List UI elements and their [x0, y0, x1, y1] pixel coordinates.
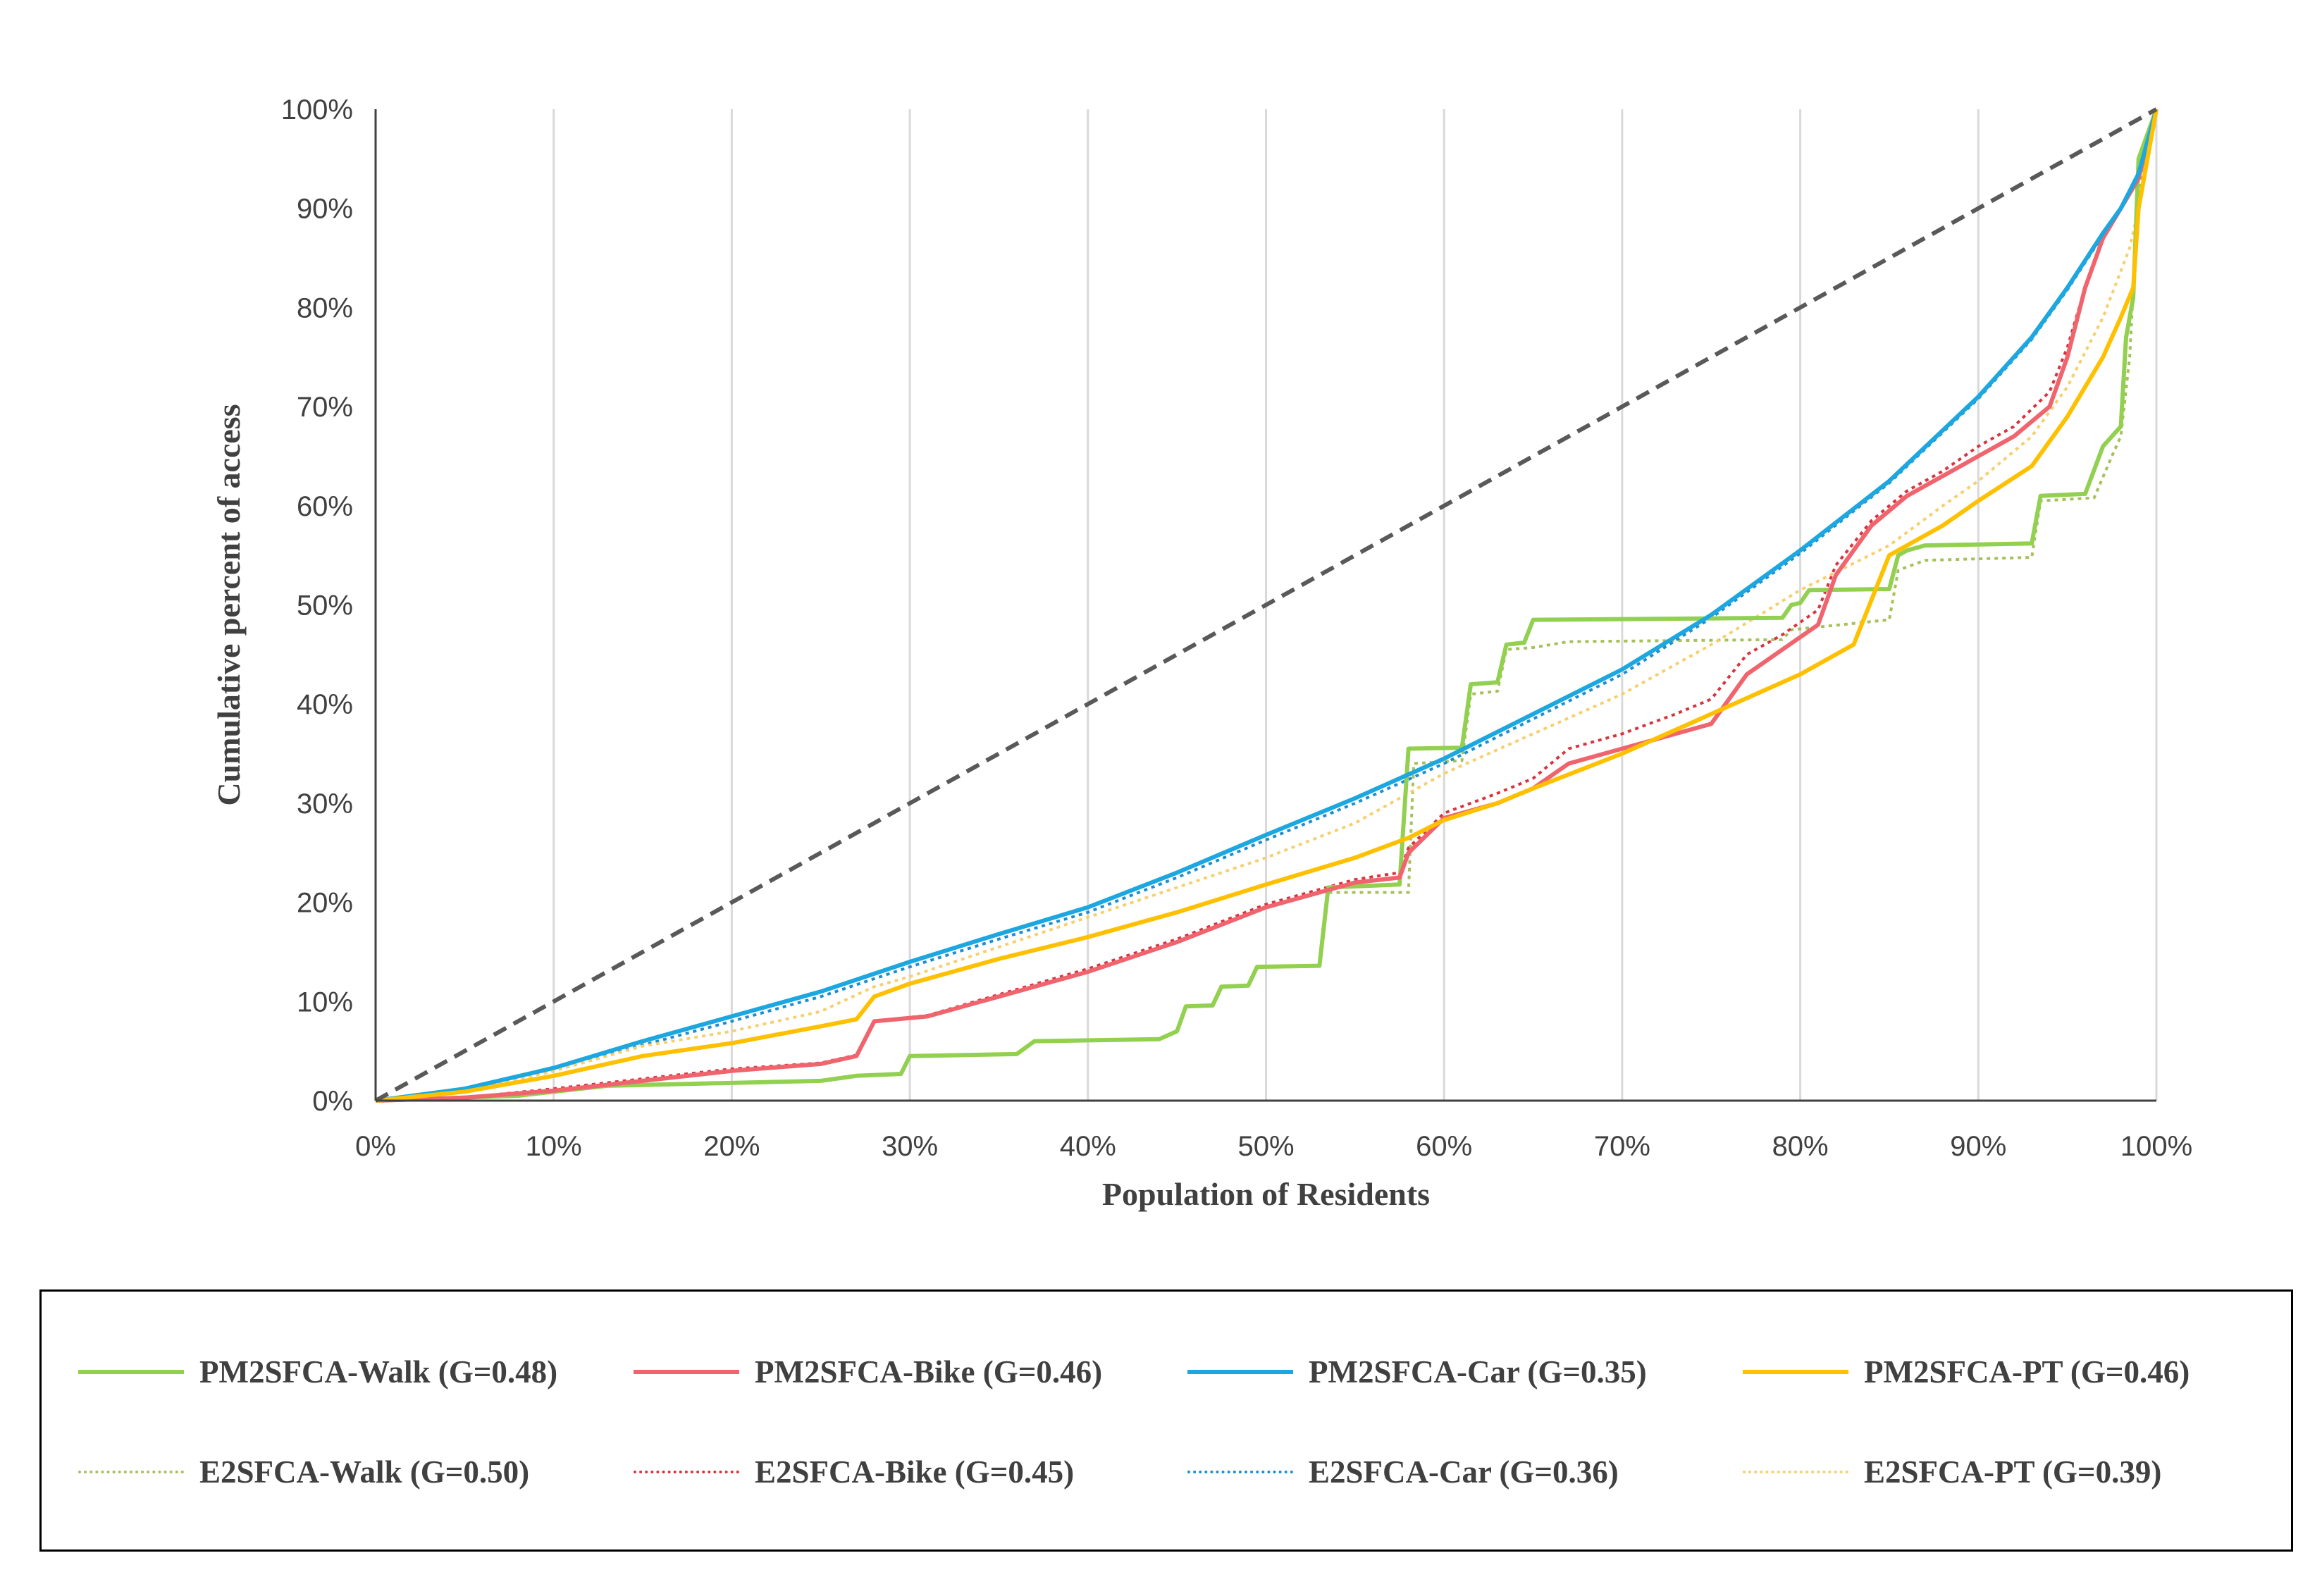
- equality-reference-line: [374, 107, 2158, 1103]
- legend-swatch-pm2sfca-walk: [78, 1370, 184, 1374]
- series-line-e2sfca-pt: [375, 109, 2158, 1102]
- x-tick-label: 50%: [1237, 1131, 1294, 1162]
- x-tick-label: 10%: [526, 1131, 582, 1162]
- legend-swatch-pm2sfca-pt: [1743, 1370, 1848, 1374]
- legend: PM2SFCA-Walk (G=0.48) PM2SFCA-Bike (G=0.…: [39, 1289, 2293, 1552]
- y-tick-label: 80%: [297, 292, 353, 323]
- y-tick-label: 10%: [297, 986, 353, 1017]
- x-tick-label: 60%: [1416, 1131, 1472, 1162]
- x-tick-label: 100%: [2120, 1131, 2192, 1162]
- legend-swatch-e2sfca-pt: [1743, 1471, 1848, 1473]
- legend-label: E2SFCA-PT (G=0.39): [1864, 1454, 2162, 1490]
- legend-label: PM2SFCA-Bike (G=0.46): [755, 1354, 1103, 1390]
- y-tick-labels: 0% 10% 20% 30% 40% 50% 60% 70% 80% 90% 100%: [281, 94, 353, 1117]
- legend-item-pm2sfca-bike: PM2SFCA-Bike (G=0.46): [634, 1351, 1102, 1393]
- series-line-pm2sfca-pt: [375, 109, 2159, 1103]
- series-line-e2sfca-bike: [375, 109, 2158, 1102]
- y-axis-title: Cumulative percent of access: [211, 404, 247, 805]
- y-tick-label: 90%: [297, 194, 353, 225]
- x-tick-label: 70%: [1594, 1131, 1650, 1162]
- legend-item-pm2sfca-car: PM2SFCA-Car (G=0.35): [1187, 1351, 1647, 1393]
- legend-swatch-pm2sfca-bike: [634, 1370, 739, 1374]
- gridlines: [552, 109, 2158, 1101]
- legend-label: E2SFCA-Car (G=0.36): [1309, 1454, 1619, 1490]
- y-tick-label: 60%: [297, 491, 353, 522]
- y-tick-label: 20%: [297, 888, 353, 919]
- legend-swatch-e2sfca-car: [1187, 1471, 1293, 1473]
- series-line-pm2sfca-car: [375, 109, 2159, 1103]
- x-tick-labels: 0% 10% 20% 30% 40% 50% 60% 70% 80% 90% 100%: [355, 1131, 2192, 1162]
- series-line-pm2sfca-bike: [375, 109, 2159, 1103]
- legend-item-pm2sfca-pt: PM2SFCA-PT (G=0.46): [1743, 1351, 2190, 1393]
- series-layer: [374, 107, 2159, 1103]
- legend-label: E2SFCA-Walk (G=0.50): [199, 1454, 530, 1490]
- legend-item-e2sfca-pt: E2SFCA-PT (G=0.39): [1743, 1451, 2161, 1493]
- x-tick-label: 0%: [355, 1131, 396, 1162]
- x-tick-label: 20%: [703, 1131, 760, 1162]
- legend-swatch-pm2sfca-car: [1187, 1370, 1293, 1374]
- y-tick-label: 50%: [297, 590, 353, 621]
- x-tick-label: 80%: [1772, 1131, 1829, 1162]
- series-line-pm2sfca-walk: [375, 108, 2159, 1103]
- legend-item-e2sfca-walk: E2SFCA-Walk (G=0.50): [78, 1451, 529, 1493]
- x-tick-label: 40%: [1060, 1131, 1116, 1162]
- y-tick-label: 100%: [281, 94, 353, 125]
- y-tick-label: 30%: [297, 788, 353, 819]
- y-tick-label: 40%: [297, 689, 353, 720]
- legend-item-pm2sfca-walk: PM2SFCA-Walk (G=0.48): [78, 1351, 557, 1393]
- legend-label: PM2SFCA-Walk (G=0.48): [199, 1354, 558, 1390]
- legend-swatch-e2sfca-bike: [634, 1471, 739, 1473]
- x-axis-title: Population of Residents: [1102, 1176, 1430, 1212]
- legend-swatch-e2sfca-walk: [78, 1471, 184, 1473]
- y-tick-label: 0%: [312, 1086, 353, 1117]
- legend-label: PM2SFCA-Car (G=0.35): [1309, 1354, 1647, 1390]
- lorenz-chart: 0% 10% 20% 30% 40% 50% 60% 70% 80% 90% 100% 0% 10% 2…: [211, 94, 2192, 1212]
- y-tick-label: 70%: [297, 392, 353, 423]
- legend-label: E2SFCA-Bike (G=0.45): [755, 1454, 1075, 1490]
- legend-item-e2sfca-bike: E2SFCA-Bike (G=0.45): [634, 1451, 1074, 1493]
- legend-label: PM2SFCA-PT (G=0.46): [1864, 1354, 2190, 1390]
- axes: [374, 109, 2156, 1102]
- x-tick-label: 30%: [882, 1131, 938, 1162]
- legend-item-e2sfca-car: E2SFCA-Car (G=0.36): [1187, 1451, 1619, 1493]
- x-tick-label: 90%: [1950, 1131, 2006, 1162]
